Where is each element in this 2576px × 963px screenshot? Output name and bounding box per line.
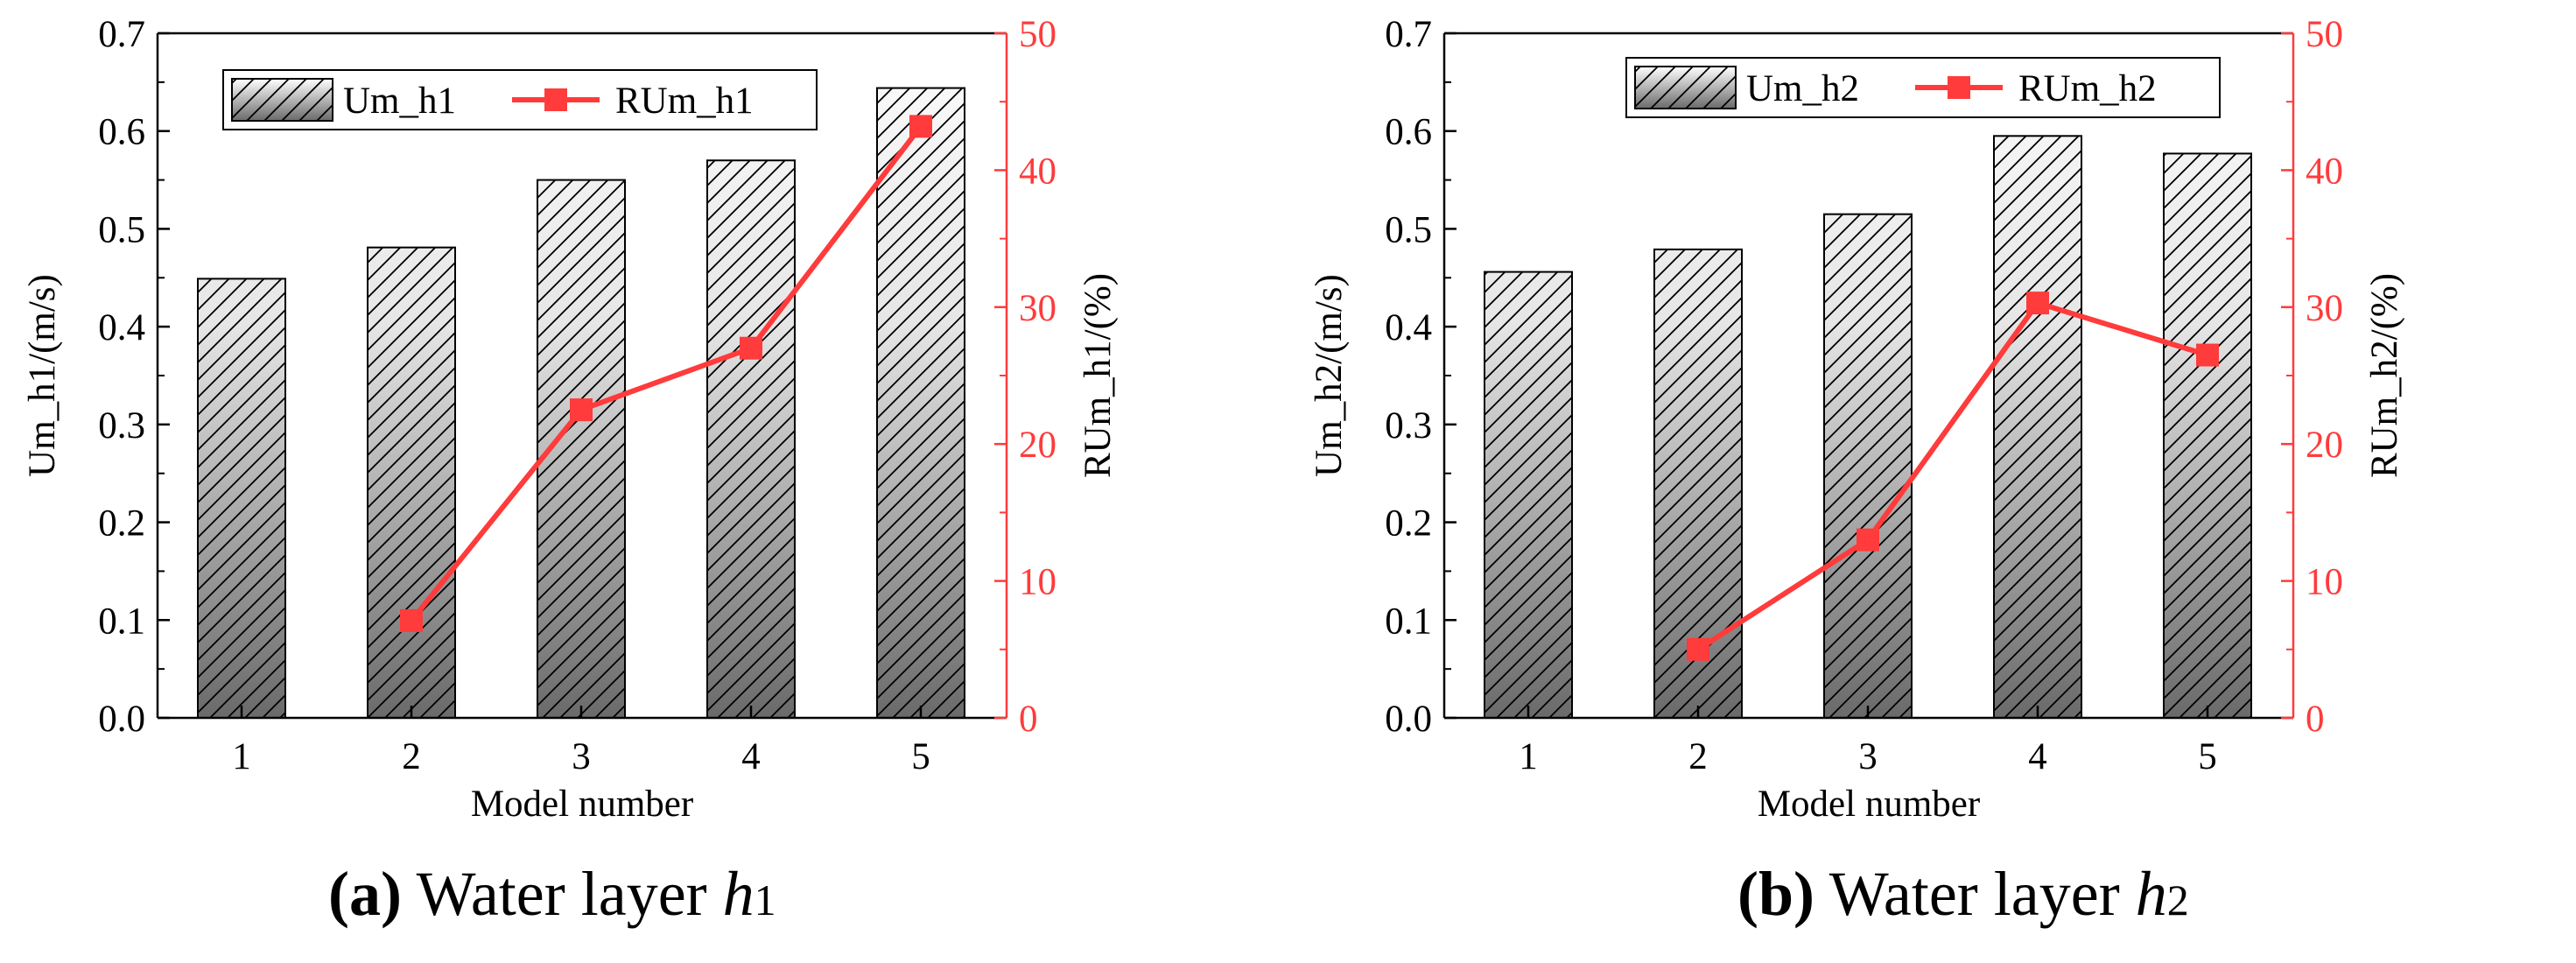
line-marker-4 bbox=[2026, 292, 2049, 315]
line-series-RUm_h2 bbox=[1696, 300, 2208, 652]
line-marker-5 bbox=[2196, 343, 2219, 367]
x-tick-label-1: 1 bbox=[1519, 736, 1538, 777]
legend-line-label: RUm_h1 bbox=[615, 81, 754, 122]
line-series-RUm_h1 bbox=[409, 124, 923, 622]
x-tick-label-3: 3 bbox=[572, 736, 591, 777]
line-marker-2 bbox=[400, 608, 423, 632]
chart-panel-b: 0.0 0.1 0.2 0.3 0.4 0.5 0.6 0.7 0 10 20 30 40 50 1 2 3 4 5… bbox=[1309, 14, 2405, 825]
bar-5 bbox=[2163, 152, 2252, 719]
caption-a-label: (a) bbox=[328, 859, 402, 929]
caption-a-subscript: 1 bbox=[754, 875, 776, 924]
legend-bar-swatch bbox=[1634, 66, 1737, 109]
y-tick-label-4: 0.4 bbox=[1385, 307, 1432, 348]
legend-line-marker bbox=[544, 88, 567, 111]
bars-group bbox=[1484, 135, 2252, 720]
y2-tick-label-4: 40 bbox=[2306, 151, 2343, 192]
y-tick-label-3: 0.3 bbox=[1385, 405, 1432, 446]
chart-panel-a: 0.0 0.1 0.2 0.3 0.4 0.5 0.6 0.7 0 10 20 30 40 50 1 2 3 4 5… bbox=[22, 14, 1119, 825]
y2-tick-label-5: 50 bbox=[1019, 14, 1056, 55]
x-tick-label-1: 1 bbox=[232, 736, 251, 777]
legend: Um_h1 RUm_h1 bbox=[222, 69, 818, 130]
y2-tick-label-1: 10 bbox=[2306, 562, 2343, 603]
y2-tick-label-0: 0 bbox=[2306, 699, 2325, 740]
x-tick-label-5: 5 bbox=[911, 736, 930, 777]
x-tick-label-2: 2 bbox=[402, 736, 421, 777]
y2-axis-ticks: 0 10 20 30 40 50 bbox=[2281, 14, 2343, 740]
caption-a: (a) Water layer h1 bbox=[328, 858, 776, 931]
line-series-group bbox=[1687, 292, 2219, 661]
legend-bar-swatch bbox=[231, 78, 333, 122]
y2-tick-label-1: 10 bbox=[1019, 562, 1056, 603]
bar-1 bbox=[197, 278, 286, 719]
legend-bar-label: Um_h2 bbox=[1746, 68, 1859, 109]
y-tick-label-1: 0.1 bbox=[98, 601, 145, 642]
y-tick-label-3: 0.3 bbox=[98, 405, 145, 446]
legend-line-label: RUm_h2 bbox=[2018, 68, 2157, 109]
y2-tick-label-3: 30 bbox=[1019, 288, 1056, 329]
caption-b-variable: h bbox=[2135, 859, 2167, 929]
y2-tick-label-2: 20 bbox=[1019, 425, 1056, 466]
bars-group bbox=[197, 87, 965, 720]
x-tick-label-4: 4 bbox=[2028, 736, 2047, 777]
bar-4 bbox=[706, 159, 796, 719]
line-series-group bbox=[400, 115, 932, 632]
legend-line-marker bbox=[1948, 76, 1970, 99]
bar-4 bbox=[1993, 135, 2082, 720]
y-axis-title: Um_h2/(m/s) bbox=[1309, 274, 1350, 477]
caption-b-label: (b) bbox=[1737, 859, 1814, 929]
y-tick-label-2: 0.2 bbox=[98, 503, 145, 545]
legend-bar-label: Um_h1 bbox=[343, 81, 456, 122]
caption-b-subscript: 2 bbox=[2166, 875, 2189, 924]
y2-axis-title: RUm_h1/(%) bbox=[1077, 273, 1119, 478]
y-tick-label-4: 0.4 bbox=[98, 307, 145, 348]
y-tick-label-0: 0.0 bbox=[1385, 699, 1432, 740]
y2-axis-title: RUm_h2/(%) bbox=[2364, 273, 2405, 478]
x-axis-title: Model number bbox=[471, 784, 693, 825]
y-tick-label-5: 0.5 bbox=[1385, 209, 1432, 250]
y-tick-label-7: 0.7 bbox=[1385, 14, 1432, 55]
caption-a-text: Water layer bbox=[401, 859, 723, 929]
bar-5 bbox=[876, 87, 965, 719]
caption-a-variable: h bbox=[722, 859, 755, 929]
y2-tick-label-0: 0 bbox=[1019, 699, 1038, 740]
x-tick-label-3: 3 bbox=[1858, 736, 1878, 777]
x-axis-ticks: 1 2 3 4 5 bbox=[1519, 706, 2217, 777]
x-axis-ticks: 1 2 3 4 5 bbox=[232, 706, 930, 777]
x-axis-title: Model number bbox=[1758, 784, 1980, 825]
bar-3 bbox=[1823, 213, 1913, 719]
caption-b-text: Water layer bbox=[1814, 859, 2136, 929]
y2-tick-label-3: 30 bbox=[2306, 288, 2343, 329]
bar-1 bbox=[1484, 271, 1573, 719]
x-tick-label-2: 2 bbox=[1688, 736, 1708, 777]
y-tick-label-6: 0.6 bbox=[1385, 112, 1432, 153]
legend: Um_h2 RUm_h2 bbox=[1625, 57, 2221, 118]
line-marker-2 bbox=[1687, 637, 1709, 661]
y-axis-ticks: 0.0 0.1 0.2 0.3 0.4 0.5 0.6 0.7 bbox=[98, 14, 170, 740]
y2-axis-ticks: 0 10 20 30 40 50 bbox=[994, 14, 1056, 740]
y-tick-label-2: 0.2 bbox=[1385, 503, 1432, 545]
y2-tick-label-4: 40 bbox=[1019, 151, 1056, 192]
bar-2 bbox=[367, 246, 456, 719]
y-tick-label-6: 0.6 bbox=[98, 112, 145, 153]
x-tick-label-4: 4 bbox=[741, 736, 761, 777]
y-tick-label-7: 0.7 bbox=[98, 14, 145, 55]
caption-b: (b) Water layer h2 bbox=[1737, 858, 2189, 931]
y-tick-label-0: 0.0 bbox=[98, 699, 145, 740]
y-axis-title: Um_h1/(m/s) bbox=[22, 274, 63, 477]
y-tick-label-5: 0.5 bbox=[98, 209, 145, 250]
line-marker-3 bbox=[1857, 528, 1879, 552]
y-axis-ticks: 0.0 0.1 0.2 0.3 0.4 0.5 0.6 0.7 bbox=[1385, 14, 1456, 740]
x-tick-label-5: 5 bbox=[2198, 736, 2217, 777]
line-marker-5 bbox=[909, 115, 932, 138]
y2-tick-label-2: 20 bbox=[2306, 425, 2343, 466]
y-tick-label-1: 0.1 bbox=[1385, 601, 1432, 642]
line-marker-3 bbox=[570, 398, 593, 422]
line-marker-4 bbox=[740, 336, 762, 360]
y2-tick-label-5: 50 bbox=[2306, 14, 2343, 55]
